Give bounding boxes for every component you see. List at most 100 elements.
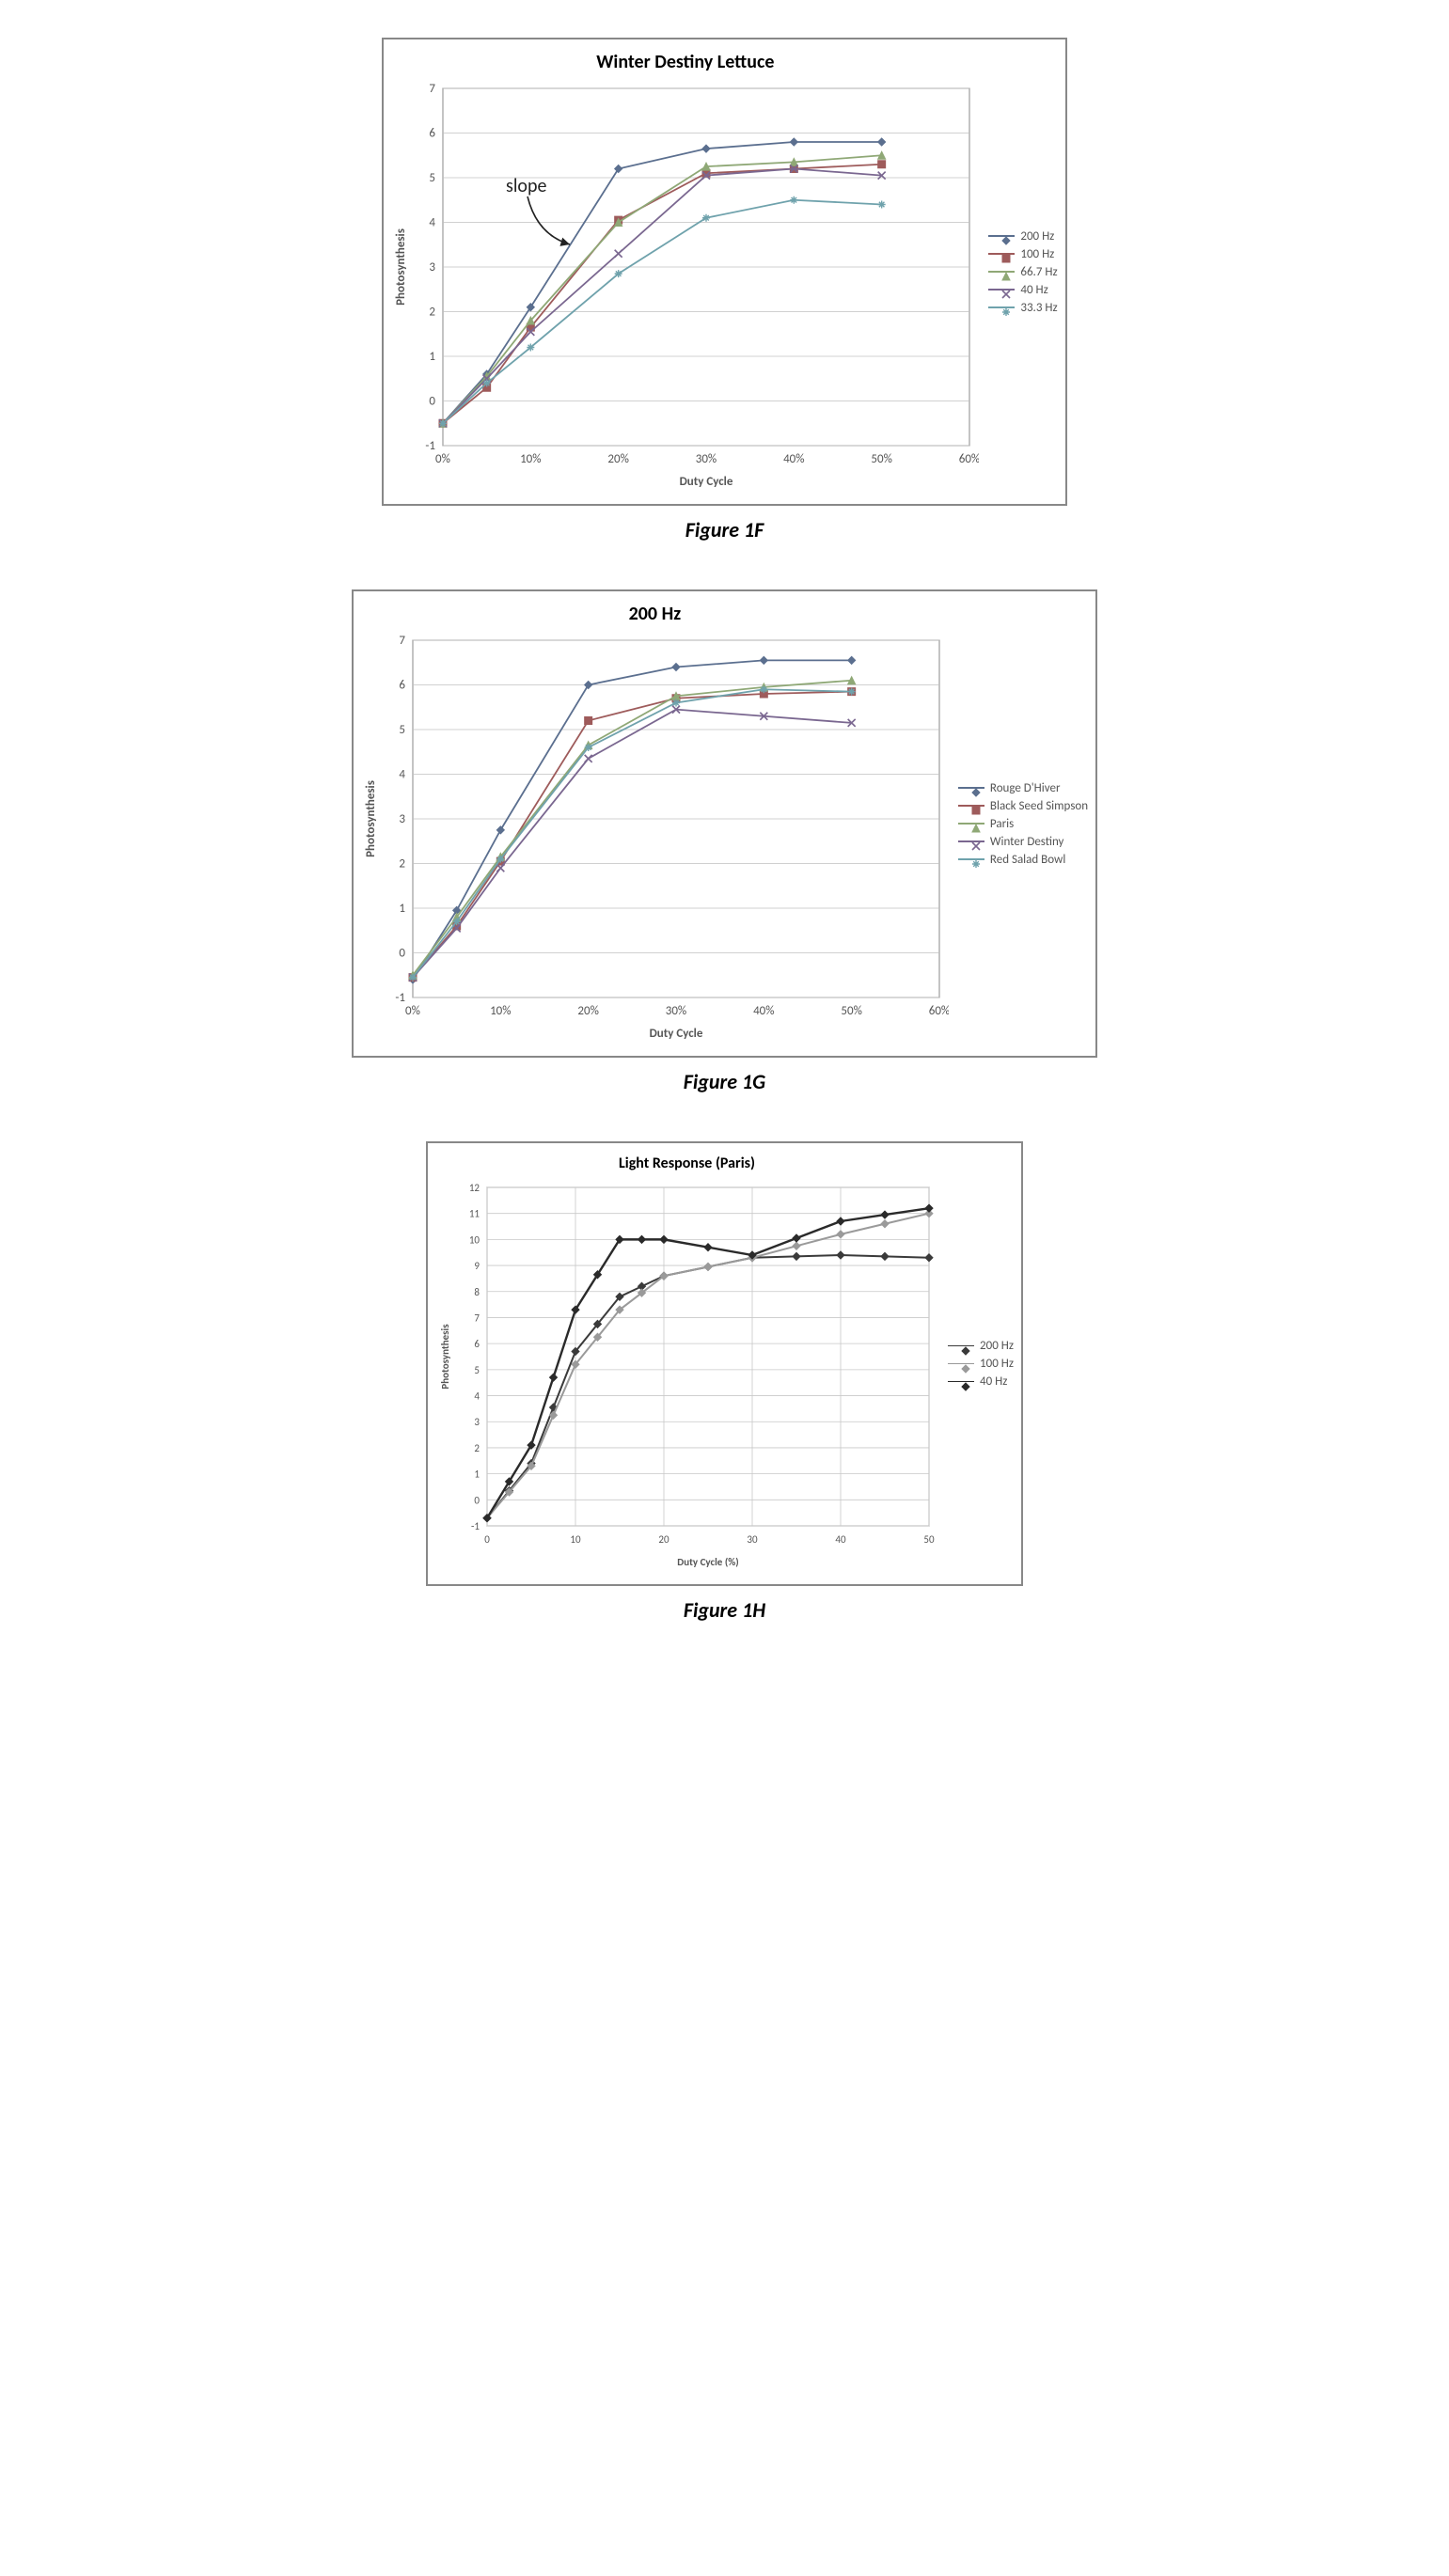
svg-text:50: 50 xyxy=(923,1533,935,1546)
svg-text:7: 7 xyxy=(399,634,405,648)
legend-item: 33.3 Hz xyxy=(988,301,1057,315)
chart-legend: Rouge D'Hiver Black Seed Simpson Paris W… xyxy=(958,781,1088,867)
svg-text:1: 1 xyxy=(474,1469,480,1481)
legend-item: Winter Destiny xyxy=(958,835,1088,849)
svg-text:10%: 10% xyxy=(490,1004,511,1018)
legend-item: 40 Hz xyxy=(988,283,1057,297)
legend-label: 33.3 Hz xyxy=(1020,301,1057,315)
legend-label: 40 Hz xyxy=(980,1374,1007,1389)
legend-item: 200 Hz xyxy=(988,229,1057,243)
svg-text:3: 3 xyxy=(430,260,436,275)
legend-item: Red Salad Bowl xyxy=(958,853,1088,867)
svg-text:8: 8 xyxy=(474,1286,480,1298)
legend-item: 100 Hz xyxy=(948,1357,1014,1371)
chart-svg: -1012345670%10%20%30%40%50%60%Duty Cycle… xyxy=(361,631,949,1045)
svg-text:slope: slope xyxy=(506,175,546,197)
svg-text:9: 9 xyxy=(474,1260,480,1272)
chart-legend: 200 Hz 100 Hz 66.7 Hz 40 Hz xyxy=(988,229,1057,315)
chart1f-wrapper: Winter Destiny Lettuce -1012345670%10%20… xyxy=(382,38,1066,542)
svg-text:7: 7 xyxy=(474,1312,480,1324)
svg-text:11: 11 xyxy=(469,1208,480,1220)
legend-label: 200 Hz xyxy=(980,1339,1014,1353)
svg-text:10: 10 xyxy=(570,1533,581,1546)
svg-text:60%: 60% xyxy=(959,452,979,466)
legend-item: 66.7 Hz xyxy=(988,265,1057,279)
legend-label: Red Salad Bowl xyxy=(990,853,1065,867)
svg-text:0: 0 xyxy=(399,947,405,961)
svg-text:-1: -1 xyxy=(426,439,436,453)
legend-label: Black Seed Simpson xyxy=(990,799,1088,813)
svg-text:1: 1 xyxy=(430,350,436,364)
legend-item: 200 Hz xyxy=(948,1339,1014,1353)
svg-text:2: 2 xyxy=(430,306,436,320)
svg-text:0: 0 xyxy=(484,1533,490,1546)
svg-text:20%: 20% xyxy=(577,1004,598,1018)
svg-text:40%: 40% xyxy=(753,1004,774,1018)
chart1h-frame: Light Response (Paris) -1012345678910111… xyxy=(426,1141,1023,1586)
svg-text:2: 2 xyxy=(399,857,405,872)
chart1g-frame: 200 Hz -1012345670%10%20%30%40%50%60%Dut… xyxy=(352,589,1097,1058)
svg-text:60%: 60% xyxy=(929,1004,949,1018)
svg-text:40%: 40% xyxy=(783,452,804,466)
chart-title: 200 Hz xyxy=(629,603,682,625)
svg-text:3: 3 xyxy=(474,1416,480,1428)
chart1g-wrapper: 200 Hz -1012345670%10%20%30%40%50%60%Dut… xyxy=(352,589,1097,1094)
svg-text:-1: -1 xyxy=(471,1520,480,1532)
svg-text:12: 12 xyxy=(469,1182,480,1194)
chart-caption: Figure 1H xyxy=(684,1597,765,1623)
svg-text:7: 7 xyxy=(430,82,436,96)
svg-text:5: 5 xyxy=(430,171,436,185)
svg-text:4: 4 xyxy=(474,1390,480,1403)
chart1h-wrapper: Light Response (Paris) -1012345678910111… xyxy=(426,1141,1023,1623)
chart-title: Light Response (Paris) xyxy=(619,1154,755,1172)
chart-caption: Figure 1F xyxy=(685,517,764,542)
svg-text:4: 4 xyxy=(399,768,405,782)
legend-item: 100 Hz xyxy=(988,247,1057,261)
svg-text:20%: 20% xyxy=(608,452,629,466)
svg-text:Photosynthesis: Photosynthesis xyxy=(364,780,378,857)
svg-text:30: 30 xyxy=(747,1533,758,1546)
chart-svg: -1012345678910111201020304050Duty Cycle … xyxy=(435,1178,938,1573)
svg-text:1: 1 xyxy=(399,902,405,916)
svg-text:0%: 0% xyxy=(435,452,450,466)
legend-item: 40 Hz xyxy=(948,1374,1014,1389)
svg-text:10%: 10% xyxy=(520,452,541,466)
svg-text:Duty Cycle (%): Duty Cycle (%) xyxy=(677,1556,738,1568)
chart-caption: Figure 1G xyxy=(684,1069,765,1094)
svg-text:5: 5 xyxy=(399,723,405,737)
svg-text:Photosynthesis: Photosynthesis xyxy=(394,228,408,306)
legend-label: Paris xyxy=(990,817,1014,831)
legend-item: Rouge D'Hiver xyxy=(958,781,1088,795)
svg-text:50%: 50% xyxy=(872,452,892,466)
svg-text:4: 4 xyxy=(430,216,436,230)
chart-title: Winter Destiny Lettuce xyxy=(596,51,774,73)
svg-text:2: 2 xyxy=(474,1442,480,1454)
svg-text:0: 0 xyxy=(474,1494,480,1506)
legend-label: 200 Hz xyxy=(1020,229,1054,243)
legend-label: 40 Hz xyxy=(1020,283,1047,297)
svg-text:0%: 0% xyxy=(405,1004,420,1018)
svg-text:3: 3 xyxy=(399,812,405,826)
legend-item: Black Seed Simpson xyxy=(958,799,1088,813)
svg-text:Photosynthesis: Photosynthesis xyxy=(439,1324,451,1390)
legend-item: Paris xyxy=(958,817,1088,831)
svg-text:50%: 50% xyxy=(841,1004,861,1018)
svg-text:30%: 30% xyxy=(696,452,717,466)
svg-text:Duty Cycle: Duty Cycle xyxy=(680,475,733,489)
legend-label: 100 Hz xyxy=(1020,247,1054,261)
svg-text:10: 10 xyxy=(469,1233,480,1246)
svg-text:6: 6 xyxy=(474,1338,480,1350)
legend-label: 100 Hz xyxy=(980,1357,1014,1371)
chart-svg: -1012345670%10%20%30%40%50%60%Duty Cycle… xyxy=(391,79,979,493)
chart-legend: 200 Hz 100 Hz 40 Hz xyxy=(948,1339,1014,1389)
svg-text:30%: 30% xyxy=(666,1004,686,1018)
svg-text:Duty Cycle: Duty Cycle xyxy=(649,1027,702,1041)
chart1f-frame: Winter Destiny Lettuce -1012345670%10%20… xyxy=(382,38,1066,506)
legend-label: 66.7 Hz xyxy=(1020,265,1057,279)
svg-text:40: 40 xyxy=(835,1533,846,1546)
svg-text:5: 5 xyxy=(474,1364,480,1376)
svg-text:20: 20 xyxy=(658,1533,669,1546)
svg-text:-1: -1 xyxy=(395,991,405,1005)
legend-label: Rouge D'Hiver xyxy=(990,781,1061,795)
svg-text:0: 0 xyxy=(430,395,436,409)
